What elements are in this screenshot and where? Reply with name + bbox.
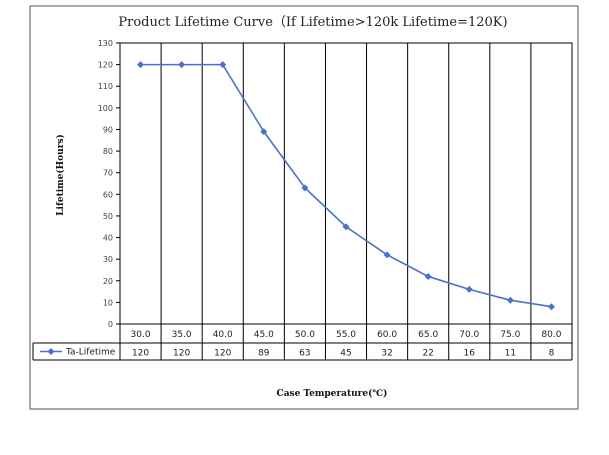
- data-point: [342, 223, 350, 231]
- table-value-cell: 120: [214, 349, 231, 359]
- y-tick-label: 0: [108, 320, 113, 329]
- series-layer: [137, 61, 555, 311]
- y-tick-label: 100: [98, 104, 113, 113]
- x-tick-label: 70.0: [459, 330, 479, 340]
- data-point: [260, 128, 268, 136]
- y-tick-label: 90: [103, 125, 113, 134]
- y-tick-label: 10: [103, 298, 113, 307]
- x-tick-label: 80.0: [541, 330, 561, 340]
- table-value-cell: 16: [464, 349, 476, 359]
- data-point: [383, 251, 391, 259]
- y-tick-label: 70: [103, 169, 113, 178]
- data-point: [506, 296, 514, 304]
- chart-border: [29, 5, 579, 410]
- y-tick-label: 20: [103, 277, 113, 286]
- y-tick-label: 130: [98, 39, 113, 48]
- data-point: [424, 272, 432, 280]
- data-point: [219, 61, 227, 69]
- table-value-cell: 8: [549, 349, 555, 359]
- y-tick-label: 60: [103, 190, 113, 199]
- chart-title: Product Lifetime Curve（If Lifetime>120k …: [118, 15, 507, 30]
- data-point: [547, 303, 555, 311]
- data-point: [465, 285, 473, 293]
- data-point: [301, 184, 309, 192]
- legend-series-name: Ta-Lifetime: [65, 348, 116, 358]
- x-tick-label: 35.0: [172, 330, 192, 340]
- legend-marker: [47, 348, 55, 355]
- grid: [119, 42, 573, 325]
- table-value-cell: 89: [258, 349, 270, 359]
- y-tick-label: 30: [103, 255, 113, 264]
- y-tick-label: 50: [103, 212, 113, 221]
- y-tick-label: 40: [103, 234, 113, 243]
- table-value-cell: 120: [132, 349, 149, 359]
- x-tick-label: 45.0: [254, 330, 274, 340]
- table-value-cell: 22: [422, 349, 433, 359]
- y-tick-label: 120: [98, 61, 113, 70]
- x-tick-label: 50.0: [295, 330, 315, 340]
- table-value-cell: 120: [173, 349, 190, 359]
- y-tick-label: 110: [98, 82, 113, 91]
- x-axis-label: Case Temperature(℃): [277, 388, 388, 399]
- y-axis-ticks: 0 10 20 30 40 50 60 70 80 90 100 110 120 130: [98, 39, 120, 329]
- x-tick-label: 30.0: [131, 330, 151, 340]
- plot-area: [119, 42, 573, 325]
- x-tick-label: 65.0: [418, 330, 438, 340]
- x-tick-label: 60.0: [377, 330, 397, 340]
- y-axis-label: Lifetime(Hours): [55, 134, 66, 216]
- data-point: [178, 61, 186, 69]
- table-value-cell: 45: [340, 349, 351, 359]
- table-value-cell: 63: [299, 349, 310, 359]
- table-value-cell: 32: [381, 349, 392, 359]
- x-tick-label: 75.0: [500, 330, 520, 340]
- table-value-cell: 11: [505, 349, 516, 359]
- data-point: [137, 61, 145, 69]
- x-tick-label: 40.0: [213, 330, 233, 340]
- data-table: 30.0 35.0 40.0 45.0 50.0 55.0 60.0 65.0 70.0 75.0…: [32, 324, 573, 361]
- y-tick-label: 80: [103, 147, 113, 156]
- x-tick-label: 55.0: [336, 330, 356, 340]
